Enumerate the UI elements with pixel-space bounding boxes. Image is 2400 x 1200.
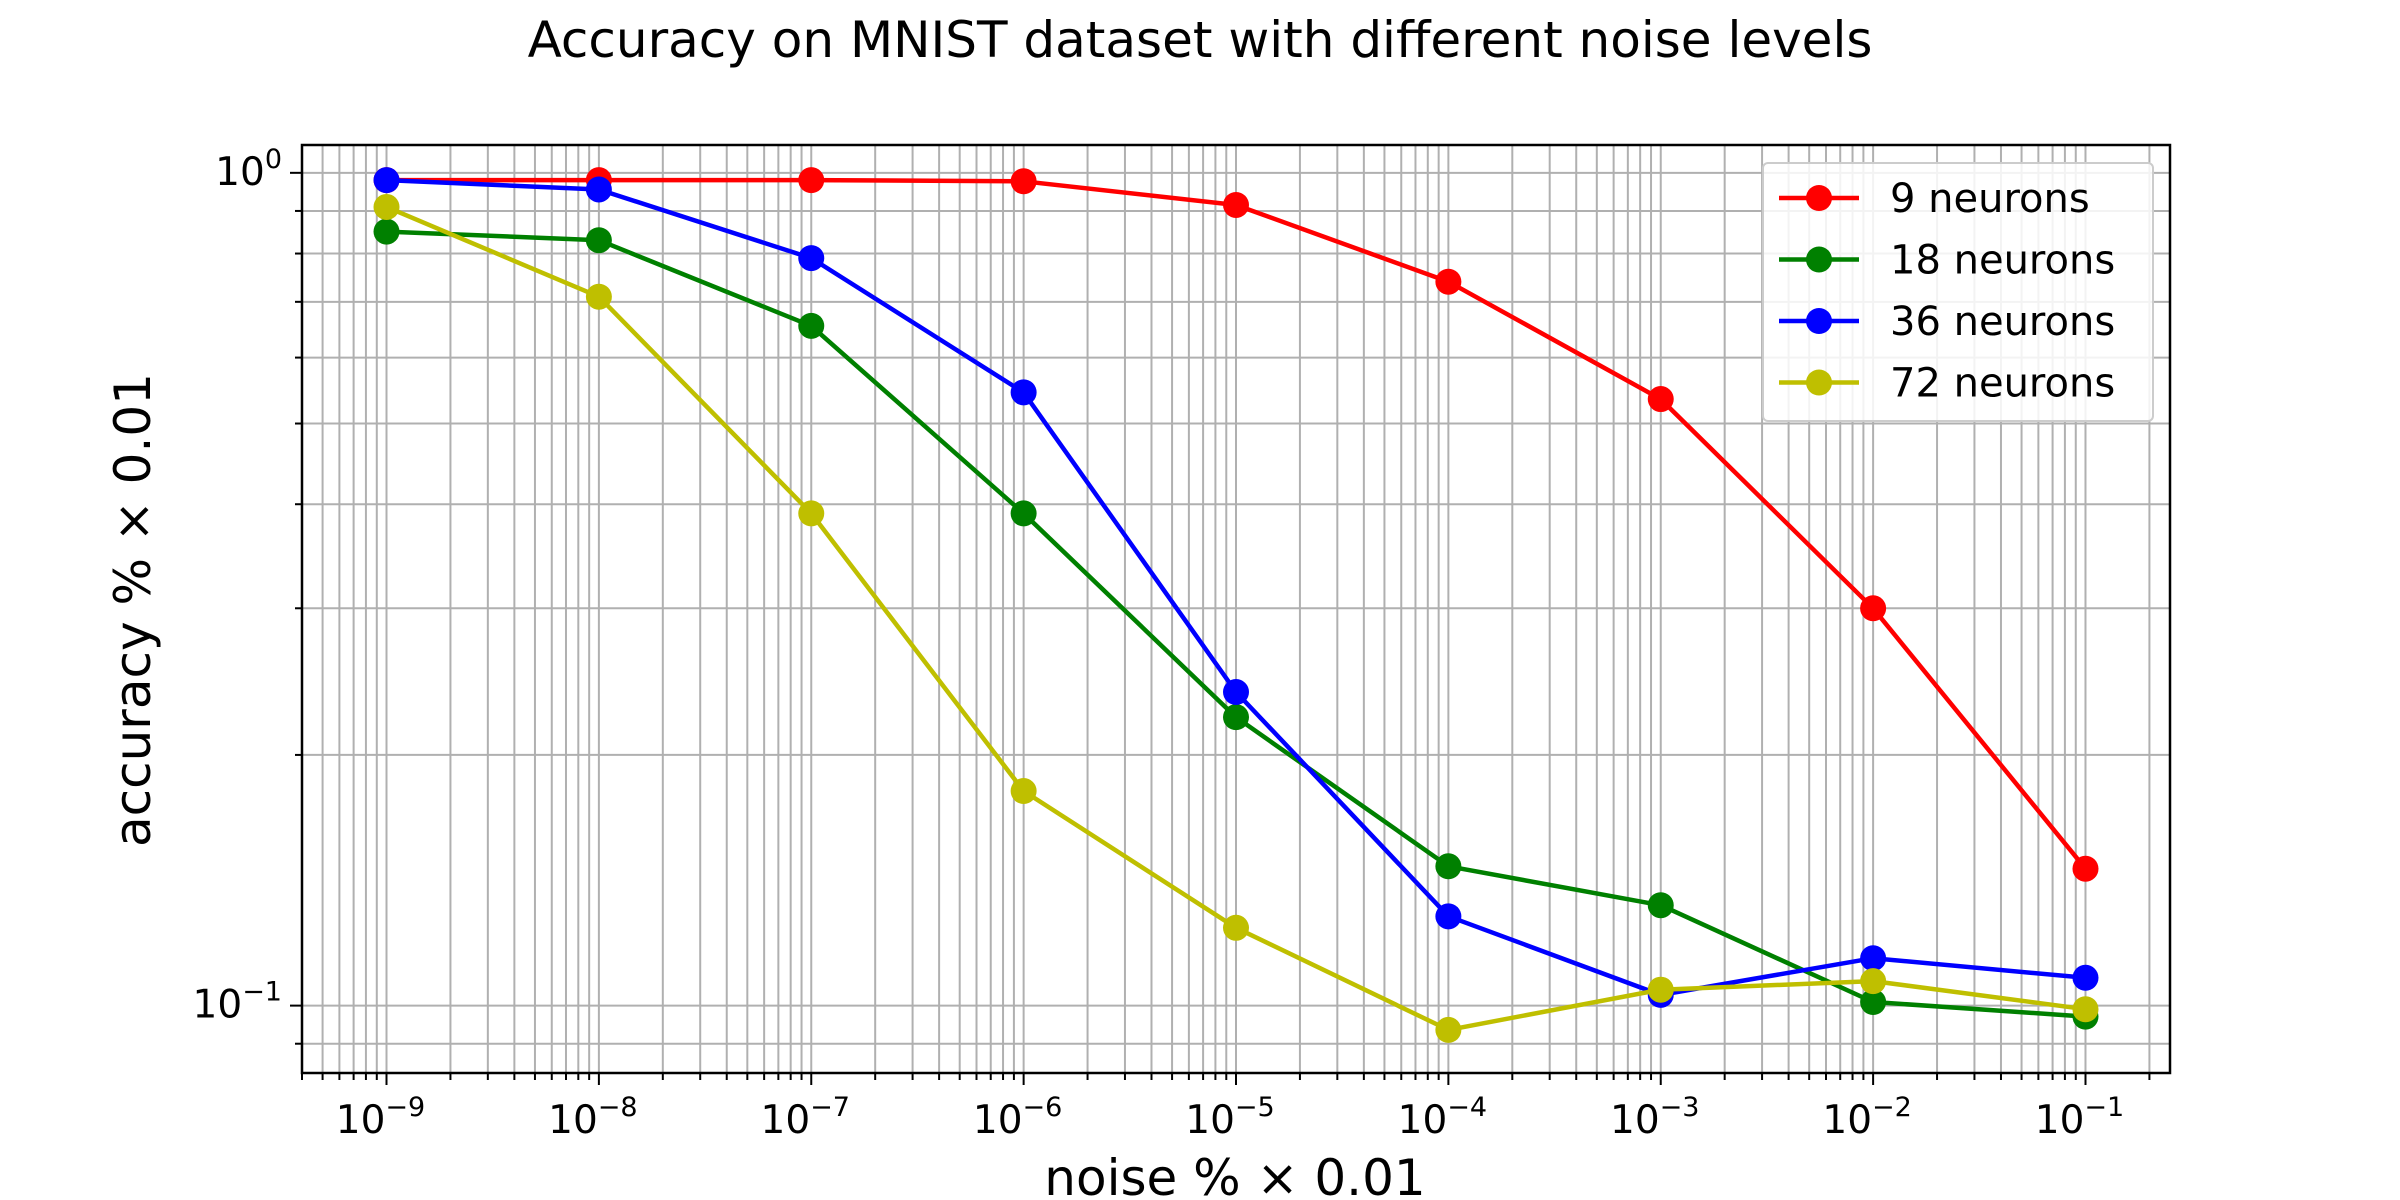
axis-ticks: 10−9 10−8 10−7 10−6 10−5 10−4 10−3 10−2 10−11001…	[193, 144, 2151, 1143]
data-point	[1223, 679, 1249, 706]
x-axis-label: noise % × 0.01	[1044, 1149, 1425, 1200]
data-point	[2072, 996, 2099, 1023]
x-tick-exponent: −9	[385, 1092, 425, 1123]
x-tick-exponent: −2	[1872, 1092, 1912, 1123]
grid	[301, 145, 2170, 1073]
y-tick-label: 10−1	[193, 977, 282, 1028]
x-tick-label: 10−3	[1610, 1092, 1699, 1143]
data-point	[1435, 268, 1462, 295]
x-tick-exponent: −6	[1023, 1092, 1063, 1123]
data-point	[373, 218, 400, 245]
data-point	[798, 167, 825, 194]
data-point	[1010, 168, 1037, 195]
legend-item: 72 neurons	[1779, 361, 2115, 407]
legend: 9 neurons 18 neurons 36 neurons 72 neurons	[1762, 162, 2154, 422]
legend-item: 9 neurons	[1779, 176, 2090, 222]
series-72-neurons	[373, 193, 2099, 1043]
x-tick-label: 10−5	[1185, 1092, 1274, 1143]
data-point	[1435, 853, 1462, 880]
legend-item: 18 neurons	[1779, 238, 2115, 284]
x-tick-base: 10	[973, 1098, 1023, 1143]
data-point	[1647, 892, 1674, 919]
data-point	[2072, 855, 2099, 882]
x-tick-label: 10−6	[973, 1092, 1062, 1143]
data-point	[585, 227, 612, 254]
x-tick-base: 10	[1398, 1098, 1448, 1143]
data-point	[1860, 595, 1887, 622]
data-point	[1860, 968, 1887, 995]
legend-item: 36 neurons	[1779, 299, 2115, 345]
data-point	[1860, 989, 1887, 1016]
data-point	[373, 167, 400, 194]
legend-swatch-marker	[1806, 308, 1832, 334]
series-36-neurons	[373, 167, 2099, 1008]
y-tick-exponent: −1	[242, 977, 282, 1008]
y-tick-base: 10	[193, 983, 243, 1028]
x-tick-label: 10−9	[336, 1092, 425, 1143]
data-point	[1647, 386, 1674, 413]
x-tick-base: 10	[1185, 1098, 1235, 1143]
data-point	[1435, 903, 1462, 930]
data-point	[1223, 704, 1249, 731]
x-tick-base: 10	[548, 1098, 598, 1143]
data-point	[798, 500, 825, 527]
x-tick-base: 10	[761, 1098, 811, 1143]
x-tick-base: 10	[1610, 1098, 1660, 1143]
data-point	[1010, 379, 1037, 406]
y-tick-label: 100	[215, 144, 282, 195]
x-tick-exponent: −1	[2084, 1092, 2124, 1123]
data-point	[798, 312, 825, 339]
x-tick-label: 10−7	[761, 1092, 850, 1143]
x-tick-base: 10	[336, 1098, 386, 1143]
x-tick-label: 10−1	[2035, 1092, 2124, 1143]
x-tick-base: 10	[2035, 1098, 2085, 1143]
data-point	[1010, 500, 1037, 527]
legend-label: 9 neurons	[1890, 176, 2090, 222]
series-layer	[373, 167, 2099, 1043]
legend-swatch-marker	[1806, 185, 1832, 211]
data-point	[1223, 914, 1249, 941]
legend-label: 72 neurons	[1890, 361, 2115, 407]
data-point	[585, 283, 612, 310]
data-point	[2072, 964, 2099, 991]
y-tick-base: 10	[215, 150, 265, 195]
x-tick-exponent: −4	[1447, 1092, 1487, 1123]
legend-box	[1762, 162, 2154, 422]
data-point	[1647, 976, 1674, 1003]
x-tick-exponent: −3	[1660, 1092, 1700, 1123]
data-point	[798, 245, 825, 272]
x-tick-base: 10	[1822, 1098, 1872, 1143]
y-tick-exponent: 0	[265, 144, 282, 175]
legend-label: 36 neurons	[1890, 299, 2115, 345]
x-tick-exponent: −5	[1235, 1092, 1275, 1123]
chart-title: Accuracy on MNIST dataset with different…	[528, 11, 1873, 69]
data-point	[1435, 1016, 1462, 1043]
data-point	[1010, 778, 1037, 805]
legend-swatch-marker	[1806, 369, 1832, 396]
data-point	[1223, 191, 1249, 218]
x-tick-label: 10−8	[548, 1092, 637, 1143]
data-point	[585, 176, 612, 203]
legend-label: 18 neurons	[1890, 238, 2115, 284]
x-tick-label: 10−2	[1822, 1092, 1911, 1143]
x-tick-exponent: −8	[598, 1092, 638, 1123]
legend-swatch-marker	[1806, 246, 1832, 273]
x-tick-label: 10−4	[1398, 1092, 1487, 1143]
y-axis-label: accuracy % × 0.01	[104, 373, 162, 847]
data-point	[373, 193, 400, 220]
data-point	[1860, 945, 1887, 972]
x-tick-exponent: −7	[810, 1092, 850, 1123]
